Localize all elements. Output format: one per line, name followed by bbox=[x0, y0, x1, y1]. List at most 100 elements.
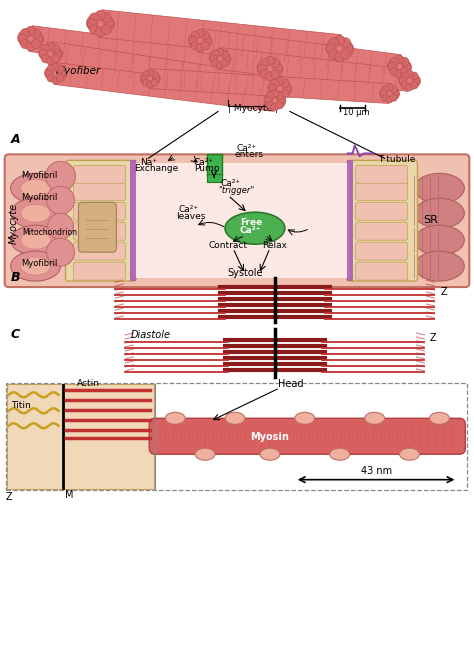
Ellipse shape bbox=[264, 92, 286, 109]
Text: Ca²⁺: Ca²⁺ bbox=[178, 205, 198, 214]
Circle shape bbox=[335, 52, 345, 62]
FancyBboxPatch shape bbox=[79, 202, 116, 252]
Circle shape bbox=[101, 13, 111, 23]
Circle shape bbox=[201, 31, 210, 40]
Circle shape bbox=[386, 96, 393, 103]
Text: | Myocyte |: | Myocyte | bbox=[228, 104, 278, 113]
Circle shape bbox=[278, 97, 285, 104]
Circle shape bbox=[143, 79, 149, 86]
Text: Na⁺: Na⁺ bbox=[140, 158, 157, 167]
Circle shape bbox=[32, 29, 41, 38]
Circle shape bbox=[104, 19, 114, 29]
FancyBboxPatch shape bbox=[65, 160, 137, 281]
Ellipse shape bbox=[330, 448, 350, 460]
Circle shape bbox=[265, 56, 274, 65]
Ellipse shape bbox=[414, 173, 465, 203]
FancyBboxPatch shape bbox=[73, 262, 125, 280]
Circle shape bbox=[52, 63, 59, 71]
FancyBboxPatch shape bbox=[356, 165, 408, 183]
FancyBboxPatch shape bbox=[73, 202, 125, 220]
Circle shape bbox=[20, 29, 30, 38]
Circle shape bbox=[189, 36, 197, 45]
Circle shape bbox=[90, 25, 100, 34]
Circle shape bbox=[273, 64, 282, 73]
Ellipse shape bbox=[11, 251, 61, 281]
Bar bbox=[6, 383, 467, 490]
Circle shape bbox=[406, 70, 413, 78]
Text: Contract: Contract bbox=[208, 241, 247, 250]
Ellipse shape bbox=[399, 72, 420, 89]
Bar bbox=[207, 154, 222, 176]
FancyBboxPatch shape bbox=[73, 242, 125, 260]
Circle shape bbox=[46, 238, 74, 266]
Circle shape bbox=[216, 62, 224, 69]
Circle shape bbox=[276, 101, 283, 109]
Ellipse shape bbox=[45, 65, 66, 82]
Text: T tubule: T tubule bbox=[378, 156, 415, 165]
Text: Pump: Pump bbox=[194, 165, 219, 173]
Ellipse shape bbox=[11, 173, 61, 203]
Ellipse shape bbox=[400, 448, 419, 460]
Circle shape bbox=[96, 10, 105, 20]
Ellipse shape bbox=[429, 412, 449, 424]
Text: B: B bbox=[11, 271, 20, 284]
Circle shape bbox=[52, 44, 60, 52]
Circle shape bbox=[390, 57, 399, 65]
Circle shape bbox=[395, 69, 404, 78]
Circle shape bbox=[257, 64, 267, 73]
Ellipse shape bbox=[21, 231, 51, 249]
Circle shape bbox=[401, 72, 409, 80]
Polygon shape bbox=[199, 29, 401, 78]
Text: Actin: Actin bbox=[76, 379, 100, 388]
Circle shape bbox=[264, 97, 272, 104]
Circle shape bbox=[410, 82, 418, 89]
Circle shape bbox=[271, 58, 280, 67]
Ellipse shape bbox=[11, 226, 61, 255]
Circle shape bbox=[390, 67, 399, 76]
FancyBboxPatch shape bbox=[73, 182, 125, 200]
Circle shape bbox=[32, 40, 41, 49]
Circle shape bbox=[26, 42, 35, 51]
Ellipse shape bbox=[295, 412, 315, 424]
Circle shape bbox=[41, 44, 50, 52]
Text: Mitochondrion: Mitochondrion bbox=[23, 228, 78, 237]
Ellipse shape bbox=[268, 80, 292, 98]
Circle shape bbox=[101, 25, 111, 34]
Ellipse shape bbox=[365, 412, 384, 424]
Circle shape bbox=[96, 27, 105, 37]
Circle shape bbox=[281, 79, 289, 87]
Circle shape bbox=[147, 81, 154, 88]
Circle shape bbox=[87, 19, 97, 29]
Circle shape bbox=[52, 54, 60, 63]
Circle shape bbox=[390, 86, 397, 93]
Circle shape bbox=[271, 103, 279, 111]
Ellipse shape bbox=[388, 58, 411, 76]
Text: Z: Z bbox=[429, 333, 436, 343]
Text: Z: Z bbox=[440, 287, 447, 297]
Text: leaves: leaves bbox=[176, 213, 206, 221]
Circle shape bbox=[147, 69, 154, 76]
Circle shape bbox=[211, 60, 219, 67]
Circle shape bbox=[386, 84, 393, 91]
Text: M: M bbox=[64, 490, 73, 500]
Polygon shape bbox=[29, 26, 272, 82]
Circle shape bbox=[327, 43, 336, 54]
Circle shape bbox=[34, 34, 43, 43]
Polygon shape bbox=[49, 41, 282, 100]
Circle shape bbox=[151, 79, 158, 86]
Ellipse shape bbox=[209, 51, 231, 67]
Circle shape bbox=[412, 76, 420, 84]
FancyBboxPatch shape bbox=[73, 222, 125, 240]
FancyBboxPatch shape bbox=[149, 419, 465, 454]
Circle shape bbox=[46, 186, 74, 214]
FancyBboxPatch shape bbox=[356, 222, 408, 240]
Circle shape bbox=[18, 34, 27, 43]
Circle shape bbox=[211, 50, 219, 58]
Circle shape bbox=[54, 49, 62, 58]
Text: "trigger": "trigger" bbox=[218, 186, 255, 195]
Text: Exchange: Exchange bbox=[134, 165, 179, 173]
Circle shape bbox=[406, 83, 413, 91]
Circle shape bbox=[52, 76, 59, 84]
Ellipse shape bbox=[414, 198, 465, 228]
Text: C: C bbox=[11, 328, 20, 341]
